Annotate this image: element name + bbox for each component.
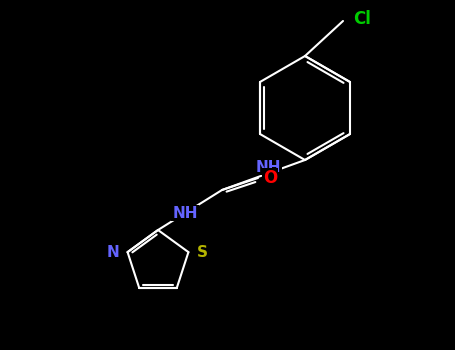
Text: NH: NH [256,160,281,175]
Text: NH: NH [172,205,198,220]
Text: N: N [107,245,120,260]
Text: S: S [197,245,207,260]
Text: Cl: Cl [353,10,371,28]
Text: O: O [263,169,277,187]
